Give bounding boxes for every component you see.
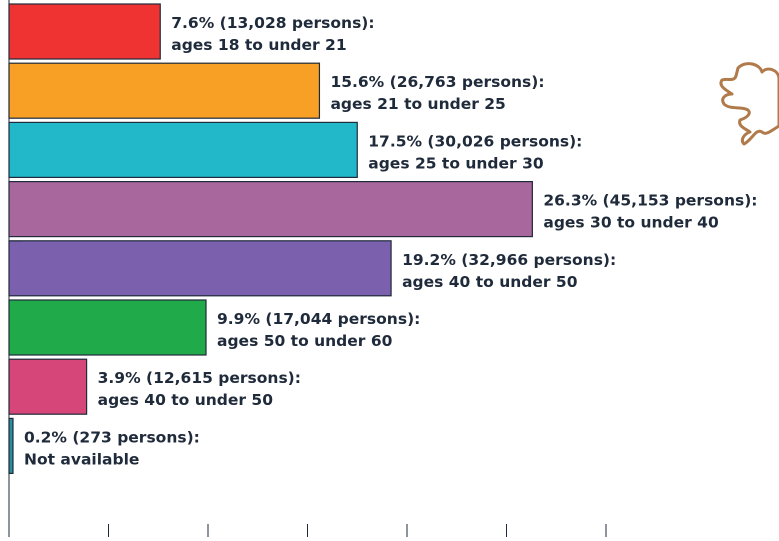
data-label: 19.2% (32,966 persons): [402, 251, 616, 269]
bar [8, 181, 533, 238]
map-outline-path [719, 62, 779, 146]
data-label: 3.9% (12,615 persons): [98, 369, 301, 387]
map-outline-icon [719, 62, 779, 146]
bar [8, 121, 358, 179]
labels-group: 7.6% (13,028 persons): ages 18 to under 2… [24, 14, 758, 468]
category-label: ages 40 to under 50 [402, 273, 578, 291]
category-label: ages 40 to under 50 [98, 391, 274, 409]
data-label: 7.6% (13,028 persons): [171, 14, 374, 32]
bar [8, 62, 321, 119]
x-axis-ticks [8, 524, 607, 537]
category-label: ages 18 to under 21 [171, 36, 346, 54]
bar [8, 299, 207, 356]
bar [8, 240, 392, 297]
data-label: 17.5% (30,026 persons): [368, 132, 582, 150]
bars-group [8, 3, 533, 474]
data-label: 9.9% (17,044 persons): [217, 310, 420, 328]
category-label: ages 50 to under 60 [217, 332, 393, 350]
category-label: ages 21 to under 25 [330, 95, 505, 113]
data-label: 0.2% (273 persons): [24, 428, 200, 446]
category-label: Not available [24, 450, 139, 468]
data-label: 26.3% (45,153 persons): [543, 192, 757, 210]
category-label: ages 30 to under 40 [543, 214, 719, 232]
bar [8, 358, 88, 415]
bar [8, 3, 161, 60]
bar [8, 417, 14, 474]
data-label: 15.6% (26,763 persons): [330, 73, 544, 91]
category-label: ages 25 to under 30 [368, 154, 544, 172]
